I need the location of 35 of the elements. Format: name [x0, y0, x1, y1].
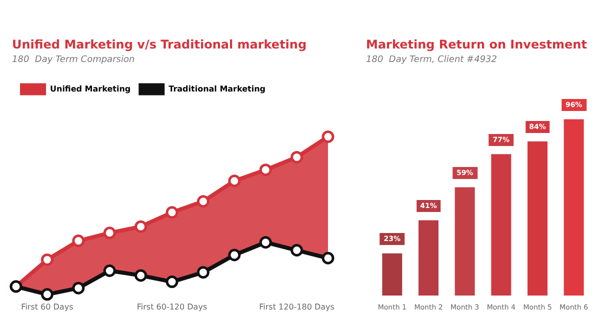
chart-subtitle: 180 Day Term, Client #4932: [366, 55, 498, 66]
point: [103, 226, 116, 240]
point: [166, 206, 178, 219]
x-tick-label: First 120-180 Days: [259, 302, 334, 312]
point: [228, 248, 241, 262]
chart-subtitle: 180 Day Term Comparsion: [12, 55, 135, 66]
point: [72, 282, 85, 294]
point: [196, 195, 210, 208]
point: [134, 269, 148, 282]
point: [259, 164, 272, 176]
point: [103, 264, 116, 277]
point: [166, 276, 178, 288]
point: [228, 174, 241, 188]
point: [40, 288, 54, 301]
point: [72, 234, 85, 248]
legend-label: Unified Marketing: [50, 84, 131, 94]
bar: [491, 154, 512, 296]
point: [134, 220, 148, 233]
bar: [382, 253, 402, 296]
point: [290, 244, 304, 257]
x-tick-label: First 60-120 Days: [136, 302, 208, 312]
chart-title: Marketing Return on Investment: [366, 37, 588, 52]
chart-title: Unified Marketing v/s Traditional marketing: [12, 37, 307, 52]
bar: [564, 119, 584, 296]
bar: [454, 187, 475, 296]
x-tick-label: First 60 Days: [21, 302, 74, 312]
point: [322, 252, 334, 264]
point: [196, 266, 210, 279]
point: [40, 253, 54, 266]
point: [290, 150, 304, 164]
point: [322, 130, 334, 143]
bar: [418, 220, 438, 296]
legend-label: Traditional Marketing: [168, 84, 266, 94]
bar: [528, 141, 548, 296]
point: [259, 236, 272, 249]
